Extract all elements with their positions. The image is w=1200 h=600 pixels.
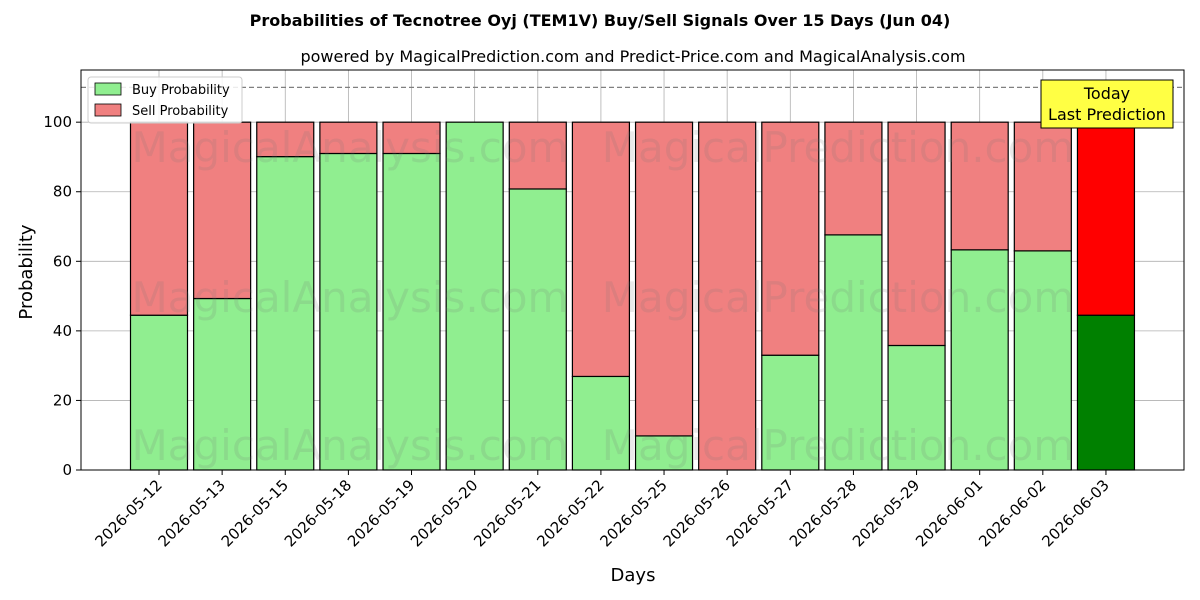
plot-frame	[80, 69, 1185, 471]
sell-bar	[508, 121, 567, 190]
y-tick-label: 0	[62, 461, 72, 479]
x-tick-label: 2026-05-29	[849, 476, 923, 550]
y-tick-label: 80	[53, 183, 72, 201]
buy-bar	[761, 354, 820, 471]
legend-box	[87, 76, 243, 124]
sell-bar	[382, 121, 441, 155]
chart-title: Probabilities of Tecnotree Oyj (TEM1V) B…	[250, 11, 951, 30]
watermarks: MagicalAnalysis.com MagicalPrediction.com…	[132, 123, 1075, 470]
sell-bar	[824, 121, 883, 236]
watermark-text: MagicalAnalysis.com	[132, 421, 569, 470]
x-tick-label: 2026-05-20	[407, 476, 481, 550]
buy-bar	[887, 344, 946, 471]
x-tick-label: 2026-05-21	[470, 476, 544, 550]
x-tick-label: 2026-06-02	[975, 476, 1049, 550]
x-tick-label: 2026-05-15	[218, 476, 292, 550]
sell-bar	[1013, 121, 1072, 252]
buy-bar	[256, 156, 315, 471]
sell-bar	[1076, 121, 1136, 316]
x-tick-label: 2026-05-28	[786, 476, 860, 550]
sell-bar	[634, 121, 694, 437]
x-tick-label: 2026-06-03	[1038, 476, 1112, 550]
watermark-text: MagicalAnalysis.com	[132, 273, 569, 322]
annotation-line-2: Last Prediction	[1048, 105, 1166, 124]
x-tick-label: 2026-05-22	[533, 476, 607, 550]
x-tick-label: 2026-05-26	[660, 476, 734, 550]
buy-bar	[824, 234, 883, 471]
buy-bar	[193, 297, 252, 471]
x-tick-label: 2026-05-19	[344, 476, 418, 550]
y-tick-label: 20	[53, 391, 72, 409]
sell-bar	[319, 121, 378, 155]
today-annotation: Today Last Prediction	[1040, 79, 1174, 129]
buy-bar	[382, 152, 441, 471]
watermark-text: MagicalPrediction.com	[602, 421, 1075, 470]
sell-bar	[950, 121, 1009, 251]
legend-swatch-buy	[94, 82, 122, 96]
y-axis-label: Probability	[16, 224, 37, 319]
y-tick-label: 100	[43, 113, 72, 131]
sell-bar	[129, 121, 189, 316]
watermark-text: MagicalPrediction.com	[602, 273, 1075, 322]
buy-bar	[571, 375, 631, 471]
watermark-text: MagicalAnalysis.com	[132, 123, 569, 172]
annotation-line-1: Today	[1083, 84, 1130, 103]
sell-bar	[698, 121, 757, 471]
buy-bar	[445, 121, 504, 471]
buy-bar	[319, 152, 378, 471]
x-tick-label: 2026-05-27	[723, 476, 797, 550]
annotation-box	[1040, 79, 1174, 129]
legend-label-sell: Sell Probability	[132, 104, 229, 119]
buy-bar	[1076, 314, 1136, 471]
bars	[129, 121, 1136, 471]
x-tick-label: 2026-05-25	[596, 476, 670, 550]
legend-swatch-sell	[94, 103, 122, 117]
legend-label-buy: Buy Probability	[132, 83, 230, 98]
chart-subtitle: powered by MagicalPrediction.com and Pre…	[300, 47, 965, 66]
x-tick-label: 2026-05-18	[281, 476, 355, 550]
sell-bar	[887, 121, 946, 347]
watermark-text: MagicalPrediction.com	[602, 123, 1075, 172]
sell-bar	[571, 121, 631, 378]
x-tick-label: 2026-05-13	[155, 476, 229, 550]
y-tick-label: 60	[53, 252, 72, 270]
sell-bar	[256, 121, 315, 158]
buy-bar	[950, 249, 1009, 471]
x-axis-label: Days	[611, 565, 656, 586]
buy-bar	[508, 188, 567, 471]
legend: Buy Probability Sell Probability	[87, 76, 243, 124]
y-tick-label: 40	[53, 322, 72, 340]
x-tick-label: 2026-06-01	[912, 476, 986, 550]
sell-bar	[761, 121, 820, 356]
x-tick-label: 2026-05-12	[91, 476, 165, 550]
buy-bar	[634, 435, 694, 471]
